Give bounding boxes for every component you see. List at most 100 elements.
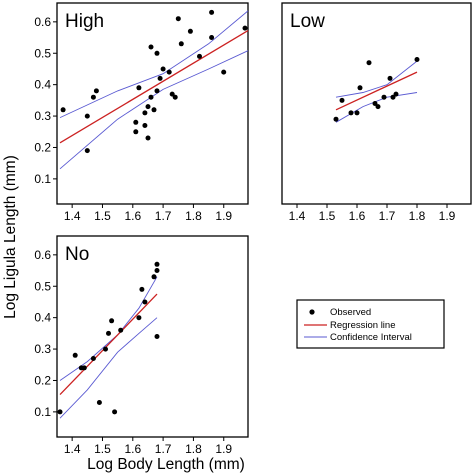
data-point <box>169 91 175 97</box>
data-point <box>145 135 151 141</box>
data-point <box>90 356 96 361</box>
data-point <box>142 299 148 305</box>
legend-ci-label: Confidence Interval <box>330 332 412 343</box>
legend: Observed Regression line Confidence Inte… <box>296 299 445 349</box>
x-tick-label: 1.6 <box>124 442 141 456</box>
data-point <box>154 268 160 273</box>
y-tick-label: 0.3 <box>34 109 51 123</box>
data-point <box>333 116 339 122</box>
data-point <box>178 41 184 47</box>
data-point <box>154 50 160 56</box>
legend-regression-label: Regression line <box>330 320 395 331</box>
data-point <box>154 261 160 267</box>
data-point <box>157 75 163 81</box>
data-point <box>81 365 87 371</box>
x-tick-label: 1.7 <box>379 209 396 223</box>
data-point <box>151 274 157 280</box>
data-point <box>133 119 139 125</box>
panel-no: No 1.4 1.5 1.6 1.7 1.8 1.9 0.1 0.2 0.3 0.4 0.5 0.6 <box>34 235 249 456</box>
x-tick-label: 1.4 <box>64 209 81 223</box>
data-point <box>93 88 99 94</box>
data-point <box>57 409 63 415</box>
data-point <box>145 104 151 110</box>
data-point <box>166 69 172 75</box>
y-tick-label: 0.2 <box>34 140 51 154</box>
data-point <box>197 53 202 59</box>
data-point <box>387 75 393 81</box>
x-tick-label: 1.7 <box>155 209 172 223</box>
panel-high: High 1.4 1.5 1.6 1.7 1.8 1.9 0.1 0.2 0.3 0.4 0.5 0.6 <box>34 2 249 223</box>
data-point <box>136 315 142 321</box>
data-point <box>148 94 154 100</box>
data-point <box>393 91 399 97</box>
x-tick-label: 1.9 <box>215 209 232 223</box>
x-tick-label: 1.6 <box>349 209 366 223</box>
data-point <box>90 94 96 100</box>
legend-observed-label: Observed <box>330 307 371 318</box>
y-tick-label: 0.5 <box>34 46 51 60</box>
data-point <box>133 129 139 135</box>
y-tick-label: 0.1 <box>34 405 51 419</box>
x-axis-title: Log Body Length (mm) <box>87 456 245 473</box>
x-tick-label: 1.4 <box>289 209 306 223</box>
data-point <box>242 25 248 31</box>
data-point <box>84 148 90 154</box>
data-point <box>154 88 160 94</box>
x-tick-label: 1.8 <box>409 209 426 223</box>
data-point <box>209 35 215 40</box>
data-point <box>366 60 372 66</box>
x-tick-label: 1.7 <box>155 442 172 456</box>
x-tick-label: 1.9 <box>215 442 232 456</box>
y-tick-label: 0.1 <box>34 172 51 186</box>
y-tick-label: 0.5 <box>34 279 51 293</box>
data-point <box>112 409 118 415</box>
data-point <box>357 85 363 91</box>
data-point <box>148 44 154 50</box>
panel-frame-high <box>56 2 249 205</box>
data-point <box>118 327 124 333</box>
ci-upper-line <box>59 10 249 119</box>
y-tick-label: 0.2 <box>34 373 51 387</box>
regression-line <box>335 71 418 111</box>
data-point <box>84 113 90 119</box>
x-tick-label: 1.4 <box>64 442 81 456</box>
data-point <box>381 94 387 100</box>
ci-lower-line <box>59 317 158 419</box>
data-point <box>160 66 166 72</box>
x-tick-label: 1.6 <box>124 209 141 223</box>
y-tick-label: 0.6 <box>34 248 51 262</box>
y-tick-label: 0.4 <box>34 311 51 325</box>
ci-upper-line <box>335 60 418 98</box>
data-point <box>348 110 354 116</box>
data-point <box>142 110 148 116</box>
panel-label-high: High <box>65 11 104 32</box>
x-tick-label: 1.8 <box>185 442 202 456</box>
panel-frame-no <box>56 235 249 438</box>
data-point <box>354 110 360 116</box>
legend-box <box>296 299 445 349</box>
data-point <box>175 16 181 22</box>
data-point <box>103 346 108 352</box>
data-point <box>372 101 378 106</box>
x-tick-label: 1.9 <box>439 209 456 223</box>
y-tick-label: 0.3 <box>34 342 51 356</box>
data-point <box>136 85 142 91</box>
data-point <box>142 123 148 128</box>
panel-label-low: Low <box>290 11 325 32</box>
data-point <box>209 9 215 15</box>
y-tick-label: 0.6 <box>34 15 51 29</box>
panel-label-no: No <box>65 244 89 265</box>
data-point <box>151 107 157 113</box>
data-point <box>139 286 145 292</box>
panel-low: Low 1.4 1.5 1.6 1.7 1.8 1.9 <box>281 2 472 223</box>
data-point <box>414 57 420 62</box>
data-point <box>96 400 102 405</box>
x-tick-label: 1.5 <box>319 209 336 223</box>
data-point <box>109 318 115 324</box>
data-point <box>339 97 345 103</box>
data-point <box>187 28 193 34</box>
data-point <box>154 334 160 339</box>
data-point <box>172 94 178 100</box>
data-point <box>72 352 78 358</box>
